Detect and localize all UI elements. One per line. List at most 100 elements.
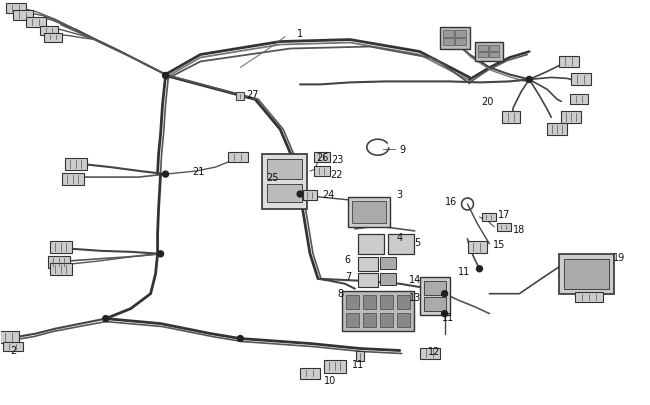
Circle shape bbox=[162, 172, 168, 178]
FancyBboxPatch shape bbox=[380, 313, 393, 327]
Circle shape bbox=[476, 266, 482, 272]
Text: 21: 21 bbox=[192, 167, 205, 177]
FancyBboxPatch shape bbox=[424, 281, 446, 295]
FancyBboxPatch shape bbox=[502, 112, 521, 124]
FancyBboxPatch shape bbox=[388, 234, 413, 254]
FancyBboxPatch shape bbox=[346, 295, 359, 309]
FancyBboxPatch shape bbox=[13, 11, 33, 21]
FancyBboxPatch shape bbox=[314, 167, 330, 177]
Text: 14: 14 bbox=[409, 274, 421, 284]
Text: 9: 9 bbox=[400, 145, 406, 155]
FancyBboxPatch shape bbox=[228, 153, 248, 163]
FancyBboxPatch shape bbox=[62, 174, 84, 185]
Circle shape bbox=[441, 311, 448, 317]
Circle shape bbox=[441, 291, 448, 297]
FancyBboxPatch shape bbox=[396, 295, 410, 309]
FancyBboxPatch shape bbox=[547, 124, 567, 136]
Text: 11: 11 bbox=[458, 266, 471, 276]
Text: 13: 13 bbox=[409, 292, 421, 302]
FancyBboxPatch shape bbox=[380, 295, 393, 309]
FancyBboxPatch shape bbox=[303, 191, 317, 200]
FancyBboxPatch shape bbox=[358, 257, 378, 271]
Text: 8: 8 bbox=[337, 288, 343, 298]
Text: 15: 15 bbox=[493, 239, 506, 249]
FancyBboxPatch shape bbox=[324, 360, 346, 373]
Circle shape bbox=[162, 73, 168, 79]
Text: 24: 24 bbox=[322, 190, 334, 200]
FancyBboxPatch shape bbox=[314, 153, 330, 163]
Text: 11: 11 bbox=[352, 360, 364, 369]
FancyBboxPatch shape bbox=[363, 313, 376, 327]
Circle shape bbox=[157, 251, 164, 257]
FancyBboxPatch shape bbox=[380, 273, 396, 285]
Text: 12: 12 bbox=[428, 347, 441, 357]
FancyBboxPatch shape bbox=[50, 263, 72, 275]
Text: 20: 20 bbox=[481, 97, 493, 107]
Circle shape bbox=[103, 316, 109, 322]
Text: 16: 16 bbox=[445, 196, 458, 207]
FancyBboxPatch shape bbox=[454, 38, 465, 45]
Text: 17: 17 bbox=[498, 209, 510, 220]
FancyBboxPatch shape bbox=[467, 241, 488, 253]
Text: 25: 25 bbox=[266, 173, 278, 183]
FancyBboxPatch shape bbox=[420, 277, 450, 315]
Text: 5: 5 bbox=[415, 237, 421, 247]
Circle shape bbox=[297, 192, 303, 198]
FancyBboxPatch shape bbox=[267, 185, 302, 202]
Text: 6: 6 bbox=[345, 254, 351, 264]
FancyBboxPatch shape bbox=[267, 160, 302, 180]
FancyBboxPatch shape bbox=[478, 52, 488, 58]
Text: 27: 27 bbox=[246, 90, 259, 100]
Text: 22: 22 bbox=[331, 170, 343, 180]
FancyBboxPatch shape bbox=[476, 43, 503, 62]
FancyBboxPatch shape bbox=[346, 313, 359, 327]
FancyBboxPatch shape bbox=[44, 34, 62, 43]
FancyBboxPatch shape bbox=[570, 95, 588, 105]
FancyBboxPatch shape bbox=[40, 27, 58, 36]
Text: 10: 10 bbox=[324, 375, 336, 386]
FancyBboxPatch shape bbox=[352, 202, 386, 224]
FancyBboxPatch shape bbox=[6, 4, 26, 14]
FancyBboxPatch shape bbox=[575, 292, 603, 302]
FancyBboxPatch shape bbox=[396, 313, 410, 327]
Text: 26: 26 bbox=[316, 153, 328, 163]
Text: 2: 2 bbox=[10, 345, 16, 356]
FancyBboxPatch shape bbox=[559, 56, 579, 68]
Text: 19: 19 bbox=[613, 252, 625, 262]
FancyBboxPatch shape bbox=[0, 331, 19, 343]
FancyBboxPatch shape bbox=[478, 45, 488, 51]
FancyBboxPatch shape bbox=[3, 342, 23, 352]
FancyBboxPatch shape bbox=[50, 241, 72, 253]
Text: 11: 11 bbox=[441, 312, 454, 322]
FancyBboxPatch shape bbox=[564, 259, 609, 289]
Text: 4: 4 bbox=[396, 232, 403, 242]
Text: 18: 18 bbox=[514, 224, 525, 234]
Text: 1: 1 bbox=[297, 28, 303, 38]
FancyBboxPatch shape bbox=[424, 297, 446, 311]
FancyBboxPatch shape bbox=[561, 112, 581, 124]
FancyBboxPatch shape bbox=[262, 155, 307, 209]
FancyBboxPatch shape bbox=[571, 74, 591, 86]
FancyBboxPatch shape bbox=[363, 295, 376, 309]
FancyBboxPatch shape bbox=[48, 256, 70, 268]
FancyBboxPatch shape bbox=[559, 254, 614, 294]
FancyBboxPatch shape bbox=[356, 352, 364, 362]
FancyBboxPatch shape bbox=[358, 234, 384, 254]
Text: 7: 7 bbox=[344, 271, 351, 281]
FancyBboxPatch shape bbox=[489, 52, 499, 58]
Text: 23: 23 bbox=[331, 155, 343, 165]
Text: 3: 3 bbox=[396, 190, 403, 200]
FancyBboxPatch shape bbox=[443, 30, 454, 38]
FancyBboxPatch shape bbox=[26, 17, 46, 28]
FancyBboxPatch shape bbox=[497, 224, 512, 231]
FancyBboxPatch shape bbox=[300, 369, 320, 379]
FancyBboxPatch shape bbox=[420, 347, 439, 360]
Circle shape bbox=[526, 77, 532, 83]
FancyBboxPatch shape bbox=[489, 45, 499, 51]
FancyBboxPatch shape bbox=[237, 93, 244, 101]
FancyBboxPatch shape bbox=[342, 291, 413, 331]
FancyBboxPatch shape bbox=[439, 28, 469, 49]
FancyBboxPatch shape bbox=[358, 273, 378, 287]
FancyBboxPatch shape bbox=[348, 198, 390, 227]
Circle shape bbox=[237, 336, 243, 342]
